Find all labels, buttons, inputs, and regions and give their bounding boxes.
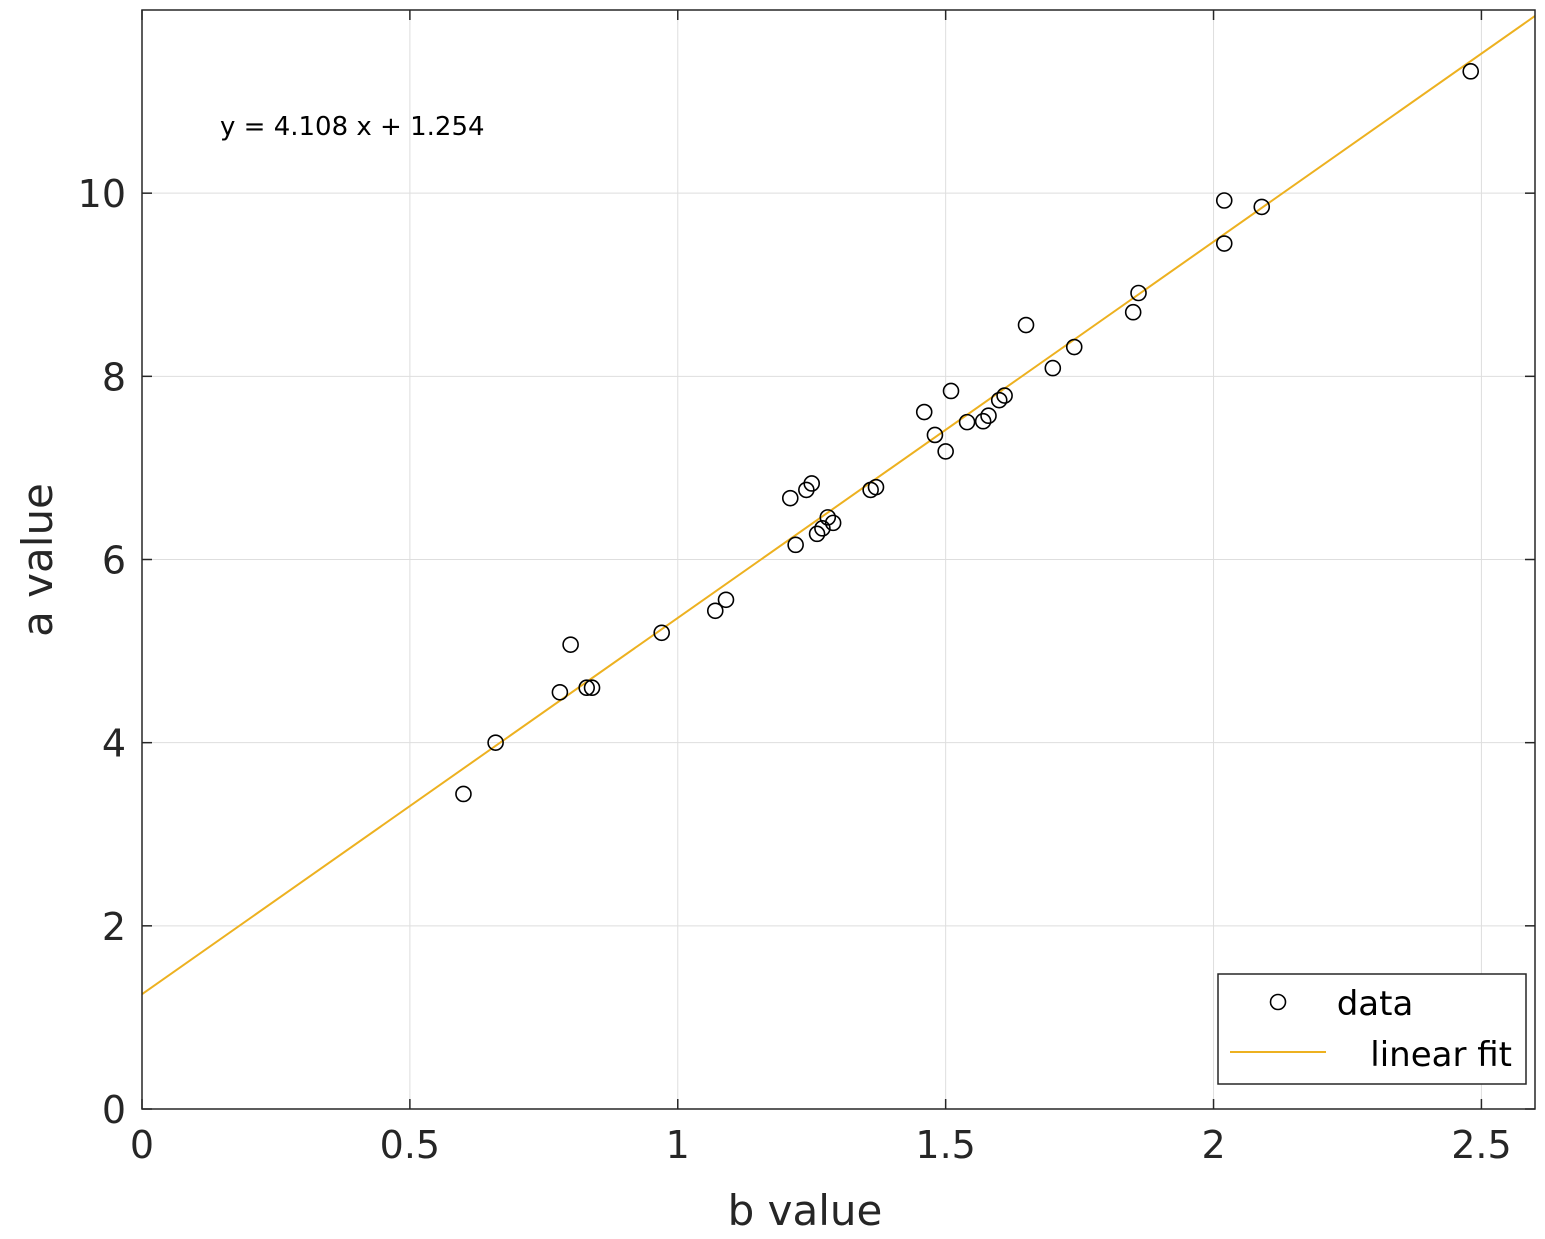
data-point <box>937 443 954 460</box>
data-point <box>974 412 992 430</box>
y-axis-label: a value <box>13 483 62 637</box>
legend-label-linear-fit: linear fit <box>1370 1035 1512 1075</box>
data-point <box>803 475 821 492</box>
data-point <box>814 520 831 537</box>
y-tick-label: 2 <box>102 905 126 949</box>
data-point <box>653 624 670 642</box>
data-point <box>926 426 944 444</box>
y-tick-label: 10 <box>78 172 126 216</box>
legend-box <box>1217 973 1527 1085</box>
x-tick-label: 2.5 <box>1451 1123 1511 1167</box>
data-point <box>551 683 569 701</box>
data-point <box>578 679 595 697</box>
data-point <box>990 391 1008 409</box>
data-point <box>706 602 724 620</box>
fit-equation-annotation: y = 4.108 x + 1.254 <box>220 112 485 142</box>
legend-data-marker <box>1269 993 1287 1011</box>
data-point <box>787 536 804 554</box>
y-tick-label: 8 <box>102 355 126 399</box>
data-point <box>455 785 472 803</box>
data-point <box>996 387 1013 404</box>
data-point <box>798 481 815 499</box>
y-tick-label: 6 <box>102 539 126 583</box>
data-point <box>1215 192 1233 209</box>
legend-label-data: data <box>1337 984 1414 1024</box>
data-point <box>819 509 837 526</box>
x-tick-label: 0 <box>130 1123 154 1167</box>
data-point <box>1253 198 1271 216</box>
data-point <box>781 489 799 507</box>
axis-ticks: 0 0.5 1 1.5 2 2.5 0 2 4 6 8 10 <box>78 10 1535 1167</box>
legend: data linear fit <box>1217 973 1527 1085</box>
data-point <box>1124 303 1142 321</box>
data-point <box>1017 316 1035 334</box>
x-tick-label: 2 <box>1201 1123 1225 1167</box>
data-point <box>1130 284 1147 302</box>
data-point <box>915 403 933 421</box>
data-point <box>583 679 601 697</box>
data-point <box>1044 359 1062 377</box>
data-point <box>824 514 842 532</box>
fit-line-layer <box>141 15 1536 995</box>
y-tick-label: 0 <box>102 1088 126 1132</box>
data-point <box>717 591 735 609</box>
data-point <box>562 636 579 653</box>
data-point <box>867 478 885 496</box>
linear-fit-line <box>141 15 1536 995</box>
x-axis-label: b value <box>728 1186 883 1235</box>
data-point <box>1215 235 1233 252</box>
x-tick-label: 1 <box>666 1123 690 1167</box>
data-point <box>942 382 960 400</box>
grid <box>142 10 1535 1109</box>
data-point <box>487 734 504 751</box>
y-tick-label: 4 <box>102 722 126 766</box>
data-point <box>1462 63 1480 80</box>
data-point <box>808 525 826 543</box>
data-point <box>958 413 976 431</box>
data-points-layer <box>455 63 1480 803</box>
x-tick-label: 0.5 <box>380 1123 440 1167</box>
data-point <box>1065 338 1083 356</box>
data-point <box>980 407 997 425</box>
x-tick-label: 1.5 <box>915 1123 975 1167</box>
